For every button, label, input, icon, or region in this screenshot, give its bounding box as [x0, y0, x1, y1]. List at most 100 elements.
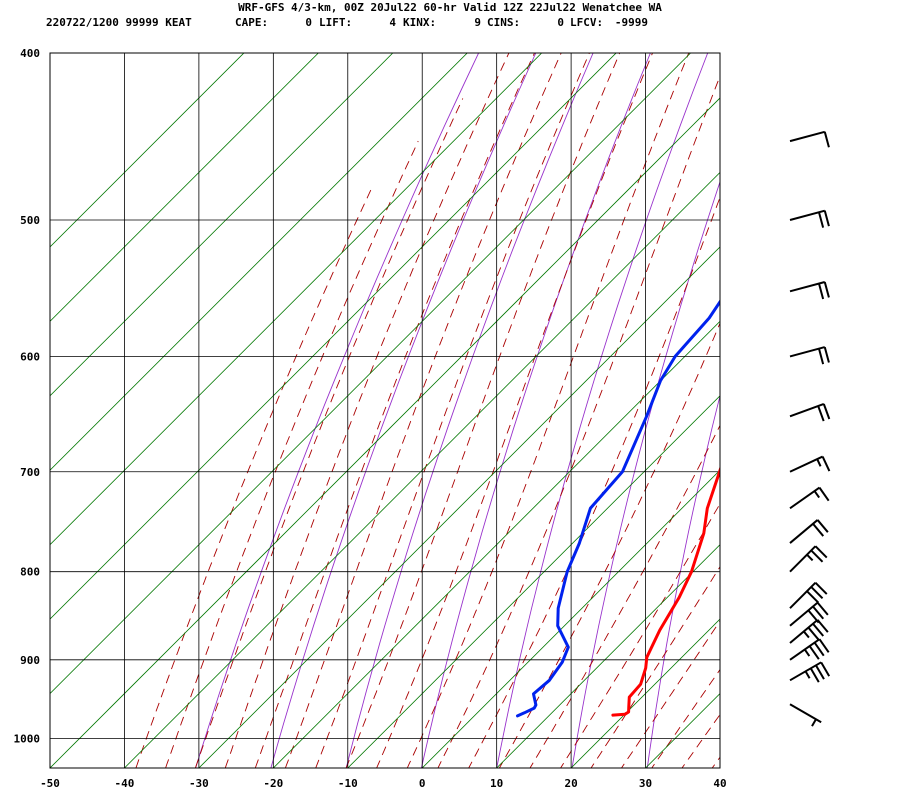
- dry-adiabat-line: [195, 53, 480, 768]
- cape-value: 0: [305, 16, 312, 29]
- moist-adiabat-line: [315, 53, 590, 768]
- dewpoint-profile-line: [516, 299, 720, 718]
- moist-adiabat-line: [560, 502, 720, 768]
- cins-value: 0: [557, 16, 564, 29]
- dry-adiabats: [195, 0, 900, 796]
- wind-barb: [789, 403, 831, 422]
- x-tick-label: 40: [713, 777, 726, 790]
- lfcv-value: -9999: [615, 16, 648, 29]
- wind-barb-staff: [789, 601, 819, 627]
- wind-barb: [789, 209, 830, 228]
- isotherm-line: [570, 618, 720, 768]
- wind-barb-flag: [822, 403, 831, 420]
- moist-adiabat-line: [135, 189, 372, 768]
- x-axis-ticks: -50 -40 -30 -20 -10 0 10 20 30 40: [40, 777, 727, 790]
- wind-barb: [789, 582, 828, 609]
- wind-barb: [789, 638, 830, 661]
- wind-barb-flag: [810, 586, 824, 599]
- wind-barb: [789, 346, 830, 365]
- isotherm-line: [50, 53, 617, 620]
- isotherm-line: [50, 53, 319, 322]
- dry-adiabat-line: [270, 53, 537, 768]
- wind-barb-half-flag: [804, 670, 811, 679]
- isotherm-line: [123, 171, 720, 768]
- wind-barb-flag: [820, 661, 831, 677]
- x-tick-label: 20: [564, 777, 577, 790]
- dry-adiabat-line: [646, 394, 720, 768]
- wind-barb-flag: [818, 638, 830, 653]
- x-tick-label: -40: [115, 777, 135, 790]
- wind-barb-flag: [823, 210, 830, 227]
- temperature-profile-line: [611, 465, 720, 717]
- wind-barb-staff: [789, 703, 822, 724]
- isotherm-line: [50, 53, 245, 248]
- wind-barb: [789, 661, 831, 683]
- lift-value: 4: [389, 16, 396, 29]
- moist-adiabat-line: [224, 53, 510, 768]
- moist-adiabat-line: [194, 98, 464, 768]
- wind-barbs: [789, 130, 831, 727]
- kinx-label: KINX:: [403, 16, 436, 29]
- lift-label: LIFT:: [319, 16, 352, 29]
- moist-adiabat-line: [254, 53, 535, 768]
- wind-barb-flag: [818, 211, 825, 228]
- isotherm-line: [198, 246, 720, 768]
- y-tick-label: 600: [20, 350, 40, 363]
- wind-barb: [789, 130, 830, 148]
- wind-barb: [789, 703, 822, 727]
- wind-barb-flag: [807, 626, 820, 641]
- y-tick-label: 400: [20, 47, 40, 60]
- wind-barb-flag: [818, 348, 825, 365]
- wind-barb: [789, 545, 828, 573]
- wind-barb-flag: [808, 645, 820, 660]
- isotherm-line: [50, 53, 692, 695]
- isotherm-line: [50, 53, 468, 471]
- moist-adiabat-line: [651, 668, 720, 768]
- moist-adiabat-line: [284, 53, 562, 768]
- wind-barb-flag: [823, 346, 830, 363]
- kinx-value: 9: [474, 16, 481, 29]
- dry-adiabat-line: [571, 180, 720, 768]
- wind-barb-flag: [806, 590, 819, 604]
- dry-adiabat-line: [796, 0, 900, 796]
- wind-barb-flag: [812, 623, 825, 637]
- y-tick-label: 900: [20, 654, 40, 667]
- x-tick-label: -10: [338, 777, 358, 790]
- x-tick-label: 30: [639, 777, 652, 790]
- wind-barb-flag: [813, 642, 825, 657]
- y-tick-label: 700: [20, 466, 40, 479]
- dry-adiabat-line: [496, 53, 709, 768]
- moist-adiabat-line: [165, 140, 419, 768]
- y-tick-label: 800: [20, 566, 40, 579]
- wind-barb-half-flag: [811, 718, 817, 727]
- wind-barb: [789, 455, 831, 473]
- wind-barb-flag: [816, 602, 829, 616]
- wind-barb-flag: [812, 605, 825, 620]
- lfcv-label: LFCV:: [570, 16, 603, 29]
- indices-row: CAPE: 0 LIFT: 4 KINX: 9 CINS: 0 LFCV: -9…: [235, 16, 648, 29]
- wind-barb: [789, 281, 830, 300]
- moist-adiabat-line: [590, 566, 720, 768]
- x-tick-label: 10: [490, 777, 503, 790]
- moist-adiabat-line: [406, 53, 690, 768]
- dry-adiabat-line: [420, 53, 651, 768]
- wind-barb-flag: [823, 281, 830, 298]
- chart-title: WRF-GFS 4/3-km, 00Z 20Jul22 60-hr Valid …: [238, 1, 662, 14]
- wind-barb-flag: [809, 667, 820, 683]
- moist-adiabat-line: [681, 713, 720, 768]
- plot-frame: [49, 52, 721, 769]
- wind-barb-flag: [816, 619, 829, 633]
- y-tick-label: 500: [20, 214, 40, 227]
- wind-barb-flag: [815, 664, 825, 680]
- wind-barb-flag: [812, 523, 825, 537]
- x-tick-label: -30: [189, 777, 209, 790]
- x-tick-label: 0: [419, 777, 426, 790]
- moist-adiabat-line: [620, 620, 720, 768]
- wind-barb: [789, 601, 829, 627]
- moist-adiabat-line: [345, 53, 621, 768]
- isotherm-line: [50, 97, 720, 768]
- wind-barb-flag: [814, 582, 828, 595]
- profile-lines: [516, 299, 720, 718]
- wind-barb: [789, 486, 830, 510]
